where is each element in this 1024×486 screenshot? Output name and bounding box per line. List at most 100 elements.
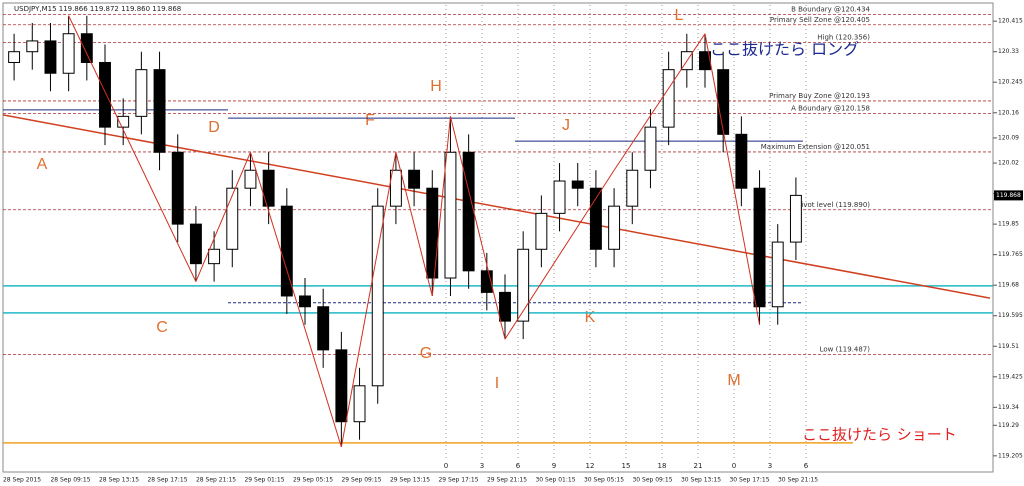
candle-body [244, 169, 257, 189]
zigzag-segment [504, 169, 615, 340]
x-tick-label: 30 Sep 01:15 [535, 477, 575, 484]
x-tick-label: 28 Sep 2015 [3, 477, 41, 484]
candle-body [480, 270, 493, 293]
candle-body [462, 151, 475, 272]
y-tick-label: 120.02 [998, 160, 1019, 167]
wave-label: D [208, 119, 220, 136]
level-label: Maximum Extension @120.051 [761, 143, 870, 151]
level-label: B Boundary @120.434 [791, 5, 870, 13]
short-note: ここ抜けたら ショート [802, 426, 957, 444]
x-tick-label: 30 Sep 13:15 [681, 477, 721, 484]
x-tick-label: 30 Sep 21:15 [778, 477, 818, 484]
candle-body [535, 212, 548, 250]
candle-body [99, 61, 111, 128]
candle-body [717, 69, 730, 135]
level-label: Primary Sell Zone @120.405 [770, 16, 870, 24]
candle-body [644, 126, 657, 171]
wave-label: J [562, 117, 570, 134]
long-note: ここ抜けたら ロング [710, 40, 859, 59]
candle-body [553, 180, 566, 214]
candle-body [226, 187, 239, 250]
y-tick-label: 119.595 [998, 312, 1023, 319]
x-tick-label: 28 Sep 21:15 [196, 477, 236, 484]
x-tick-label: 28 Sep 09:15 [50, 477, 90, 484]
candle-body [735, 133, 748, 189]
candle-body [353, 385, 366, 423]
level-label: A Boundary @120.158 [791, 104, 870, 112]
x-tick-label: 30 Sep 09:15 [632, 477, 672, 484]
level-label: Primary Buy Zone @120.193 [769, 92, 870, 100]
candle-body [589, 187, 602, 250]
zigzag-segment [249, 152, 342, 448]
wave-label: H [430, 78, 442, 95]
zigzag-segment [613, 33, 706, 171]
candle-body [171, 151, 184, 225]
x-tick-label: 30 Sep 05:15 [584, 477, 624, 484]
plot-frame [2, 2, 994, 473]
wave-label: G [420, 345, 432, 362]
candle-body [117, 115, 130, 128]
candle-body [789, 194, 802, 243]
candle-body [335, 349, 348, 423]
price-box [994, 190, 1023, 201]
candle-body [153, 69, 166, 153]
y-tick-label: 120.415 [998, 18, 1023, 25]
hour-label: 3 [480, 462, 484, 470]
candle-body [626, 169, 639, 207]
wave-label: L [675, 7, 684, 24]
wave-label: I [495, 375, 499, 392]
candle-body [8, 51, 21, 63]
zigzag-segment [68, 15, 197, 282]
y-tick-label: 120.33 [998, 48, 1019, 55]
hour-label: 21 [694, 462, 703, 470]
x-tick-label: 28 Sep 13:15 [99, 477, 139, 484]
y-tick-label: 119.51 [998, 343, 1019, 350]
y-tick-label: 120.245 [998, 79, 1023, 86]
wave-label: M [727, 372, 740, 389]
candle-body [608, 205, 621, 250]
zigzag-segment [195, 152, 251, 282]
chart-title: USDJPY,M15 119.866 119.872 119.860 119.8… [14, 5, 181, 13]
candle-body [80, 33, 93, 63]
y-tick-label: 119.85 [998, 221, 1019, 228]
level-label: Low (119.487) [820, 346, 871, 354]
x-tick-label: 29 Sep 17:15 [438, 477, 478, 484]
y-tick-label: 119.765 [998, 251, 1023, 258]
candle-body [26, 40, 39, 53]
candle-body [189, 223, 202, 265]
x-tick-label: 29 Sep 21:15 [487, 477, 527, 484]
wave-label: A [37, 156, 48, 173]
hour-label: 6 [804, 462, 809, 470]
y-tick-label: 120.09 [998, 134, 1019, 141]
zigzag-segment [704, 33, 761, 325]
candle-body [771, 241, 784, 308]
candle-body [408, 169, 421, 189]
candle-body [62, 33, 75, 74]
candle-body [44, 40, 57, 74]
candle-body [208, 248, 221, 265]
y-tick-label: 120.16 [998, 109, 1019, 116]
candle-body [262, 169, 275, 207]
candle-body [371, 205, 384, 387]
x-tick-label: 29 Sep 01:15 [244, 477, 284, 484]
y-tick-label: 119.29 [998, 422, 1019, 429]
x-tick-label: 30 Sep 17:15 [729, 477, 769, 484]
candle-body [571, 180, 584, 189]
x-tick-label: 29 Sep 09:15 [341, 477, 381, 484]
hour-label: 3 [768, 462, 772, 470]
zigzag-segment [340, 152, 397, 447]
x-tick-label: 28 Sep 17:15 [147, 477, 187, 484]
zigzag-segment [431, 116, 451, 297]
y-tick-label: 119.68 [998, 282, 1019, 289]
hour-label: 18 [658, 462, 667, 470]
last-price: 119.868 [996, 192, 1021, 199]
candle-body [499, 291, 511, 322]
level-label: Pivot level (119.890) [797, 201, 870, 209]
zigzag-segment [449, 116, 506, 340]
candle-body [426, 187, 439, 279]
level-label: High (120.356) [817, 33, 870, 41]
hour-label: 12 [586, 462, 595, 470]
hour-label: 0 [444, 462, 448, 470]
